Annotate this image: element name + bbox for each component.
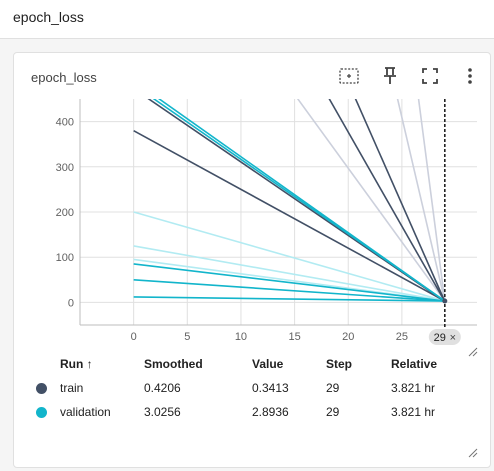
more-vert-icon[interactable] — [459, 65, 481, 87]
series-line-train — [354, 99, 446, 302]
raw-value: 0.3413 — [252, 381, 289, 395]
y-tick-label: 300 — [56, 162, 74, 174]
top-bar: epoch_loss — [0, 0, 494, 39]
card-title: epoch_loss — [31, 70, 97, 85]
pin-icon[interactable] — [379, 65, 401, 87]
fullscreen-icon[interactable] — [419, 65, 441, 87]
relative-time: 3.821 hr — [391, 381, 436, 395]
col-header-value[interactable]: Value — [252, 357, 284, 371]
series-line-validation-faded- — [133, 211, 446, 302]
x-tick-label: 25 — [396, 331, 408, 343]
series-line-train-faded- — [396, 99, 446, 302]
col-header-smoothed[interactable]: Smoothed — [144, 357, 203, 371]
cursor-point — [442, 298, 448, 304]
scalar-card: epoch_loss 0 5 10 15 20 25 0 100 200 300 400 29 × Ru… — [13, 52, 491, 468]
raw-value: 2.8936 — [252, 405, 289, 419]
col-header-run[interactable]: Run ↑ — [60, 357, 93, 371]
y-tick-label: 100 — [56, 252, 74, 264]
series-line-validation — [152, 99, 446, 302]
run-name: validation — [60, 405, 111, 419]
col-header-step[interactable]: Step — [326, 357, 353, 371]
series-line-train — [133, 129, 446, 302]
relative-time: 3.821 hr — [391, 405, 436, 419]
series-line-train — [328, 99, 446, 302]
chart-resize-handle[interactable] — [468, 344, 478, 357]
table-row: train 0.4206 0.3413 29 3.821 hr — [36, 381, 462, 399]
cursor-close-icon: × — [450, 332, 456, 344]
x-tick-label: 10 — [235, 331, 247, 343]
col-header-relative[interactable]: Relative — [391, 357, 438, 371]
series-line-train — [147, 99, 446, 303]
series-line-validation — [133, 263, 445, 302]
cursor-chip — [428, 329, 461, 345]
smoothed-value: 3.0256 — [144, 405, 181, 419]
y-tick-label: 400 — [56, 117, 74, 129]
y-tick-label: 0 — [68, 297, 74, 309]
x-tick-label: 15 — [288, 331, 300, 343]
x-tick-label: 20 — [342, 331, 354, 343]
smoothed-value: 0.4206 — [144, 381, 181, 395]
x-tick-label: 0 — [131, 331, 137, 343]
run-name: train — [60, 381, 84, 395]
cursor-step-label: 29 — [434, 332, 446, 344]
run-color-swatch — [36, 383, 47, 394]
x-tick-label: 5 — [184, 331, 190, 343]
page-title: epoch_loss — [13, 9, 84, 25]
series-line-train-faded- — [417, 99, 446, 302]
step-value: 29 — [326, 381, 340, 395]
fit-domain-icon[interactable] — [338, 65, 360, 87]
table-row: validation 3.0256 2.8936 29 3.821 hr — [36, 405, 462, 423]
series-line-validation — [133, 296, 445, 302]
series-line-validation — [133, 279, 445, 302]
series-line-validation-faded- — [133, 245, 445, 302]
series-line-train-faded- — [296, 99, 446, 302]
table-resize-handle[interactable] — [468, 445, 478, 458]
line-chart[interactable]: 0 5 10 15 20 25 0 100 200 300 400 29 × — [14, 53, 490, 353]
run-color-swatch — [36, 407, 47, 418]
step-value: 29 — [326, 405, 340, 419]
y-tick-label: 200 — [56, 207, 74, 219]
